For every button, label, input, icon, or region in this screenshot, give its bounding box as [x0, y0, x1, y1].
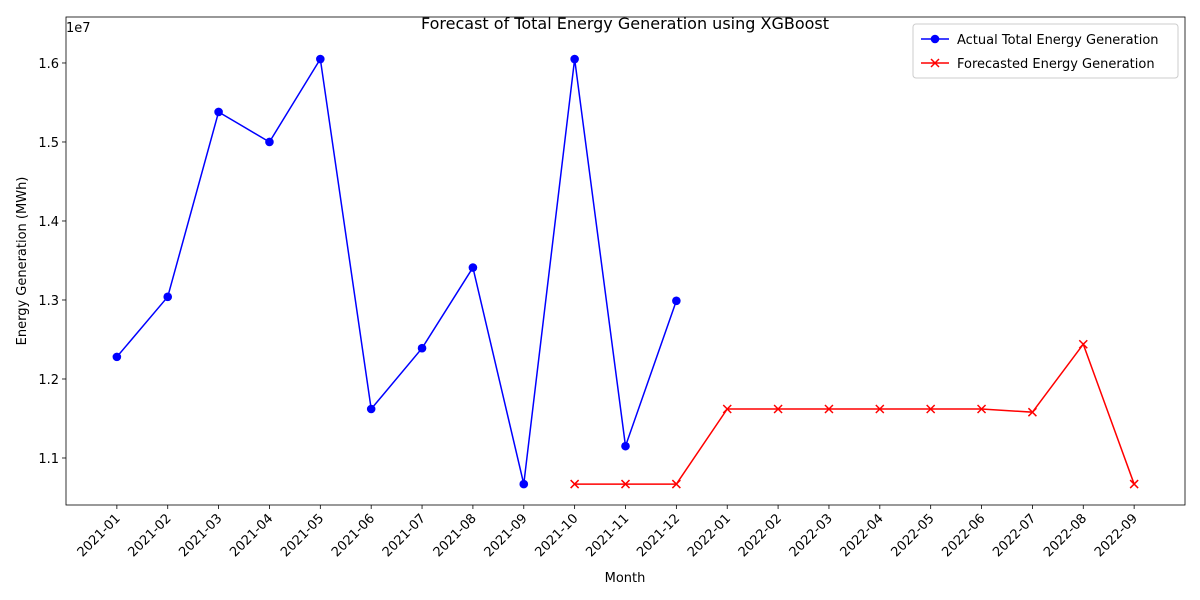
chart-title: Forecast of Total Energy Generation usin… [421, 14, 829, 33]
data-point [620, 479, 631, 489]
legend-box [912, 23, 1179, 79]
data-point [214, 107, 223, 117]
data-point [468, 263, 478, 272]
data-point [112, 352, 122, 362]
data-point [773, 404, 783, 414]
data-point [671, 479, 681, 489]
data-point [875, 404, 885, 414]
data-point [621, 441, 630, 451]
y-tick-label: 1.3 [38, 294, 59, 309]
data-point [1129, 479, 1139, 489]
data-point [417, 343, 427, 353]
x-axis-label: Month [605, 571, 646, 586]
legend-label: Forecasted Energy Generation [957, 57, 1155, 72]
data-point [722, 404, 732, 414]
data-point [163, 292, 173, 302]
legend-marker [930, 34, 940, 44]
y-tick-label: 1.2 [38, 373, 59, 388]
y-tick-label: 1.6 [38, 57, 59, 72]
legend-label: Actual Total Energy Generation [957, 33, 1159, 48]
data-point [570, 54, 579, 64]
y-tick-label: 1.4 [38, 215, 59, 230]
data-point [316, 54, 325, 64]
series-line [574, 342, 1135, 485]
data-point [1027, 407, 1037, 417]
data-point [824, 404, 834, 414]
data-point [926, 404, 936, 414]
y-offset-label: 1e7 [66, 21, 91, 36]
series-line [116, 56, 678, 485]
data-point [977, 404, 987, 414]
data-point [672, 296, 681, 306]
data-point [570, 479, 580, 489]
legend: Actual Total Energy Generation Forecasted… [912, 23, 1179, 79]
data-point [519, 479, 529, 489]
data-point [265, 137, 274, 147]
data-point [366, 404, 376, 414]
y-tick-label: 1.1 [38, 452, 59, 467]
legend-marker [930, 58, 940, 68]
y-tick-label: 1.5 [38, 136, 59, 151]
data-point [1078, 339, 1088, 349]
y-axis-label: Energy Generation (MWh) [15, 177, 30, 346]
